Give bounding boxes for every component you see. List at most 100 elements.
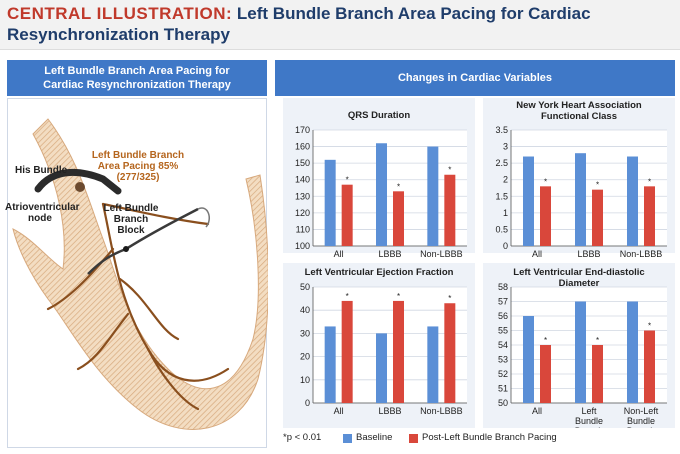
left-panel-title: Left Bundle Branch Area Pacing for Cardi… xyxy=(7,60,267,96)
chart-3-ytick-2: 52 xyxy=(498,369,508,379)
chart-1-sig-0: * xyxy=(544,177,547,186)
lbbap-label-3: (277/325) xyxy=(116,172,160,183)
legend-label-post: Post-Left Bundle Branch Pacing xyxy=(422,432,557,443)
chart-1-bar-1-1 xyxy=(592,189,603,246)
chart-1-ytick-7: 3.5 xyxy=(495,125,508,135)
av-node-label-2: node xyxy=(28,213,52,224)
chart-0-ytick-1: 110 xyxy=(296,224,310,234)
chart-3-xtick-2-0: Non-Left xyxy=(624,406,659,416)
chart-3-ytick-0: 50 xyxy=(498,398,508,408)
lbbap-label-1: Left Bundle Branch xyxy=(91,150,185,161)
chart-1-xtick-1-0: LBBB xyxy=(577,249,600,259)
header: CENTRAL ILLUSTRATION: Left Bundle Branch… xyxy=(0,0,680,50)
chart-0: QRS Duration 100 110 120 130 140 150 160 170 * All… xyxy=(283,98,475,259)
lbbap-label: Left Bundle Branch Area Pacing 85% (277/… xyxy=(88,150,188,183)
lbbb-label-2: Branch xyxy=(113,214,149,225)
lead-wire xyxy=(197,207,210,228)
chart-3-bar-0-2 xyxy=(627,301,638,403)
title-line-1: CENTRAL ILLUSTRATION: Left Bundle Branch… xyxy=(7,4,591,24)
chart-2-xtick-1-0: LBBB xyxy=(378,406,401,416)
chart-0-xtick-2-0: Non-LBBB xyxy=(420,249,463,259)
chart-3-xtick-1-0: Left xyxy=(581,406,597,416)
chart-2-sig-2: * xyxy=(448,294,451,303)
chart-1-ytick-2: 1 xyxy=(503,208,508,218)
av-node xyxy=(75,182,85,192)
chart-1-title-line-0: New York Heart Association xyxy=(516,100,642,111)
chart-3-xtick-1-2: Branch xyxy=(575,426,604,428)
lbbb-label: Left Bundle Branch Block xyxy=(96,203,166,236)
chart-0-sig-1: * xyxy=(397,182,400,191)
chart-0-ytick-6: 160 xyxy=(295,142,310,152)
his-bundle-label: His Bundle xyxy=(15,165,68,176)
chart-2-plot-bg xyxy=(313,287,467,403)
chart-1-ytick-1: 0.5 xyxy=(495,224,508,234)
chart-0-ytick-3: 130 xyxy=(295,191,310,201)
chart-3-bar-0-0 xyxy=(523,316,534,403)
chart-2-xtick-0-0: All xyxy=(334,406,344,416)
chart-0-bar-0-2 xyxy=(427,146,439,246)
chart-1-bar-1-0 xyxy=(540,186,551,246)
chart-3-ytick-6: 56 xyxy=(498,311,508,321)
chart-2-ytick-3: 30 xyxy=(300,328,310,338)
chart-1-ytick-6: 3 xyxy=(503,142,508,152)
chart-1-title-line-1: Functional Class xyxy=(541,111,617,122)
chart-1-bar-0-2 xyxy=(627,156,638,246)
chart-1-ytick-3: 1.5 xyxy=(495,191,508,201)
chart-0-ytick-0: 100 xyxy=(295,241,310,251)
chart-2-bar-1-2 xyxy=(444,303,456,403)
lead-tip xyxy=(123,246,129,252)
chart-2-ytick-4: 40 xyxy=(300,305,310,315)
chart-1-bar-0-1 xyxy=(575,153,586,246)
chart-1-xtick-2-0: Non-LBBB xyxy=(620,249,663,259)
chart-0-ytick-7: 170 xyxy=(295,125,310,135)
significance-note: *p < 0.01 xyxy=(283,432,322,443)
lbbap-label-2: Area Pacing 85% xyxy=(97,161,179,172)
chart-0-xtick-0-0: All xyxy=(334,249,344,259)
chart-2-bar-0-1 xyxy=(376,333,387,403)
chart-2-bar-1-1 xyxy=(393,300,404,403)
chart-2-ytick-5: 50 xyxy=(300,282,310,292)
chart-1-plot-bg xyxy=(511,130,667,246)
chart-0-ytick-2: 120 xyxy=(295,208,310,218)
chart-3-ytick-5: 55 xyxy=(498,326,508,336)
right-panel-title: Changes in Cardiac Variables xyxy=(275,60,675,96)
chart-0-ytick-4: 140 xyxy=(295,175,310,185)
chart-1-sig-1: * xyxy=(596,181,599,190)
chart-3-title-line-1: Diameter xyxy=(559,278,600,289)
chart-1-ytick-0: 0 xyxy=(503,241,508,251)
charts-svg: QRS Duration100110120130140150160170*All… xyxy=(283,98,675,428)
chart-2: Left Ventricular Ejection Fraction 0 10 20 3… xyxy=(283,263,475,428)
chart-2-ytick-0: 0 xyxy=(305,398,310,408)
chart-0-bar-0-1 xyxy=(376,143,387,246)
chart-1-bar-1-2 xyxy=(644,186,655,246)
chart-0-xtick-1-0: LBBB xyxy=(378,249,401,259)
title-prefix: CENTRAL ILLUSTRATION: xyxy=(7,4,233,23)
legend-swatch-post xyxy=(409,434,418,443)
legend-swatch-baseline xyxy=(343,434,352,443)
chart-1-ytick-5: 2.5 xyxy=(495,158,508,168)
chart-3-ytick-4: 54 xyxy=(498,340,508,350)
his-bundle-lead xyxy=(34,168,122,195)
chart-1-ytick-4: 2 xyxy=(503,175,508,185)
chart-3-sig-2: * xyxy=(648,322,651,331)
chart-0-bar-1-2 xyxy=(444,174,456,246)
av-node-label: Atrioventricular node xyxy=(5,202,79,224)
chart-0-bar-1-1 xyxy=(393,191,404,246)
left-panel-title-text: Left Bundle Branch Area Pacing for Cardi… xyxy=(43,65,231,91)
chart-0-bar-0-0 xyxy=(324,159,336,246)
chart-3-sig-1: * xyxy=(596,336,599,345)
chart-3-ytick-7: 57 xyxy=(498,297,508,307)
title-text-1: Left Bundle Branch Area Pacing for Cardi… xyxy=(236,4,591,23)
chart-3-bar-1-2 xyxy=(644,330,655,403)
charts-panel: QRS Duration 100 110 120 130 140 150 160 170 * All… xyxy=(275,98,675,448)
chart-2-xtick-2-0: Non-LBBB xyxy=(420,406,463,416)
chart-3-ytick-3: 53 xyxy=(498,355,508,365)
chart-3-title-line-0: Left Ventricular End-diastolic xyxy=(513,267,644,278)
chart-3-bar-1-1 xyxy=(592,345,603,403)
chart-2-sig-1: * xyxy=(397,292,400,301)
chart-3-xtick-2-2: Branch xyxy=(627,426,656,428)
chart-3-ytick-1: 51 xyxy=(498,384,508,394)
heart-illustration-panel: His Bundle Atrioventricular node Left Bu… xyxy=(5,98,269,448)
